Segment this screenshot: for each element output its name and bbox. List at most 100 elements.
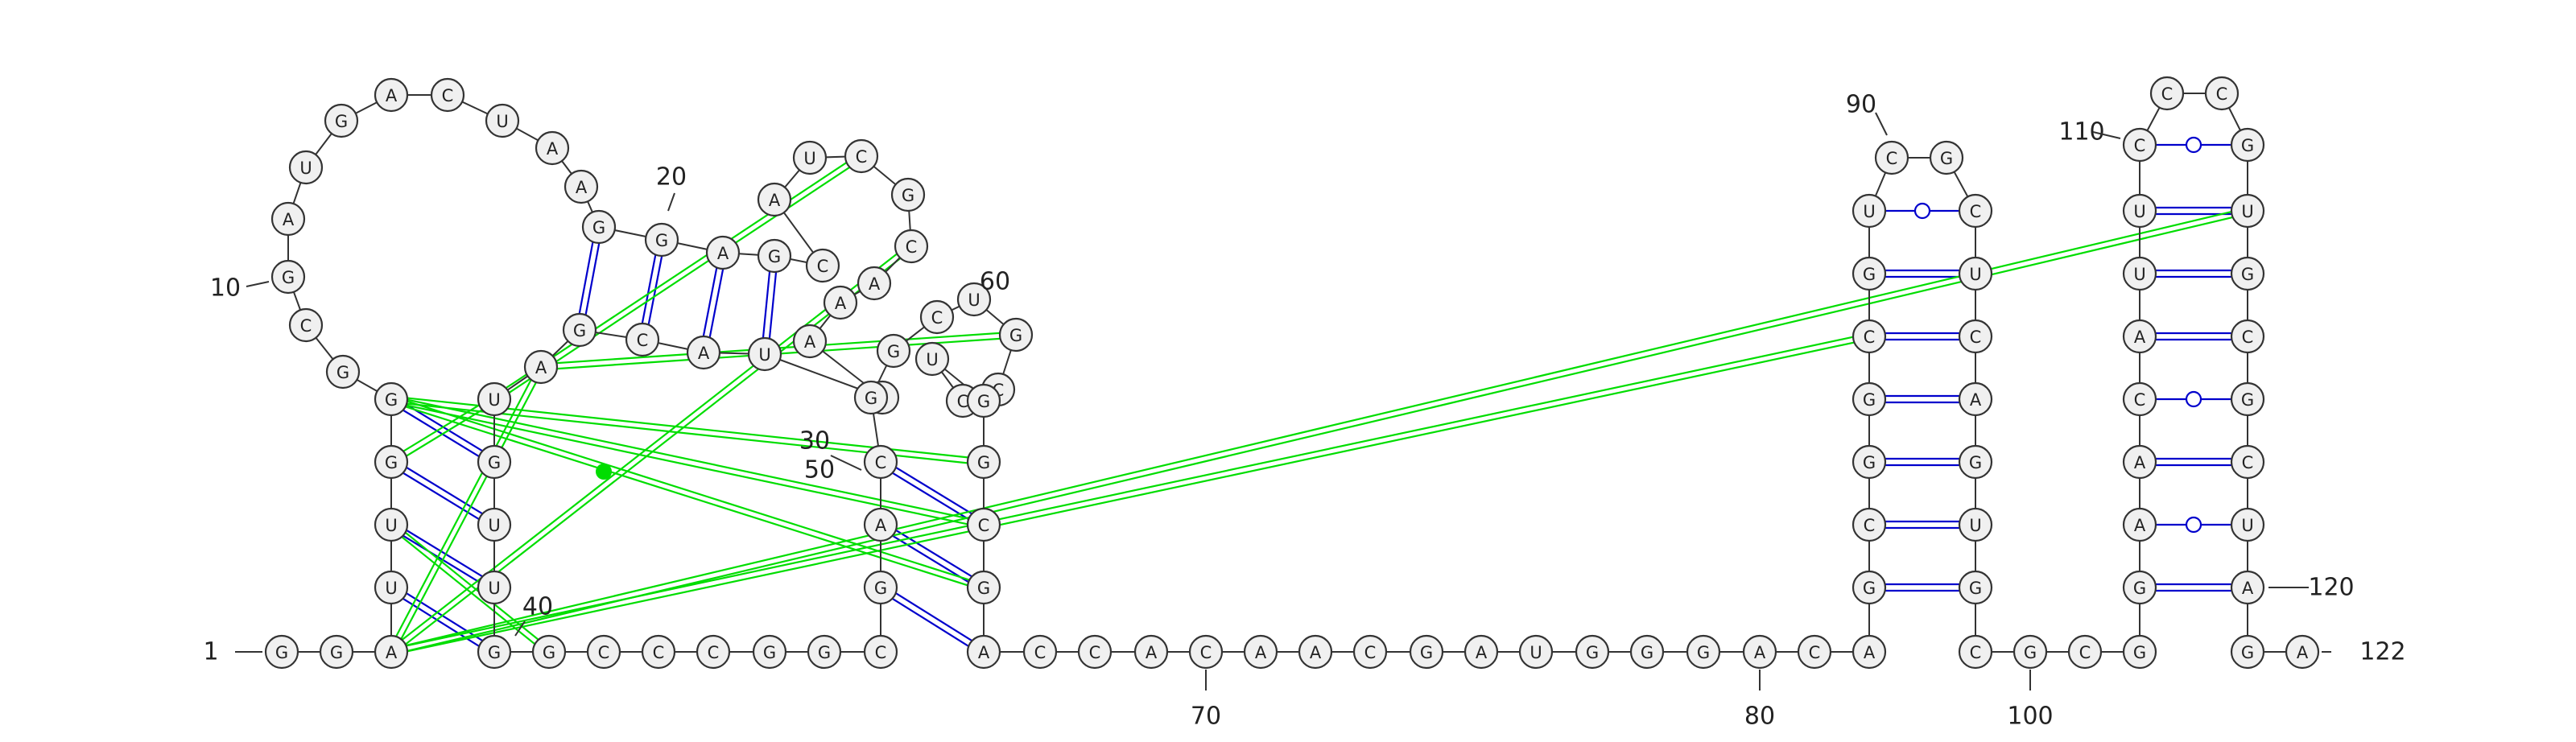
nucleotide: C [2149,76,2185,111]
nucleotide-circle [863,444,898,480]
position-label-80: 80 [1744,703,1775,731]
nucleotide-circle [1742,634,1777,670]
nucleotide-letter: G [2024,643,2037,662]
nucleotide-circle [2230,570,2265,605]
nucleotide-circle [876,333,911,369]
noncanonical-pair-line [392,521,551,651]
nucleotide: C [430,77,465,113]
nucleotide-letter: U [385,579,397,598]
nucleotide: A [1852,634,1887,670]
nucleotide-circle [319,634,354,670]
nucleotide: G [876,333,911,369]
noncanonical-pair-line [390,401,984,592]
nucleotide: U [1958,507,1993,542]
nucleotide: A [857,266,892,301]
nucleotide-letter: C [1864,328,1876,347]
nucleotide-letter: C [442,86,454,105]
nucleotide: A [757,182,792,217]
nucleotide-letter: U [2241,202,2253,221]
nucleotide-letter: A [835,294,847,313]
nucleotide: G [752,634,787,670]
nucleotide-layer: GGAUUGGGCGAUGACUAAGGAGCAUCGCAAACUACGAUGU… [264,76,2320,670]
nucleotide-circle [747,336,782,372]
nucleotide-letter: G [977,453,990,472]
nucleotide-letter: G [1969,579,1982,598]
nucleotide: C [2204,76,2240,111]
nucleotide-circle [1797,634,1832,670]
nucleotide-circle [2230,381,2265,417]
nucleotide-circle [1958,319,1993,354]
nucleotide: C [586,634,621,670]
nucleotide: A [2122,319,2157,354]
nucleotide-letter: C [1200,643,1212,662]
position-label-110: 110 [2058,118,2104,146]
nucleotide-letter: G [282,268,295,287]
nucleotide-letter: A [875,516,887,535]
nucleotide-circle [2122,444,2157,480]
nucleotide-circle [2122,319,2157,354]
nucleotide: G [966,444,1001,480]
nucleotide-letter: G [335,112,348,131]
nucleotide: G [531,634,567,670]
canonical-pair-line [389,401,493,466]
nucleotide-letter: A [769,191,781,210]
nucleotide-circle [890,177,926,212]
nucleotide-letter: A [804,332,816,352]
nucleotide-letter: C [1364,643,1377,662]
nucleotide: A [374,634,409,670]
nucleotide-letter: U [299,159,312,178]
nucleotide-circle [2122,507,2157,542]
nucleotide-letter: A [535,358,547,377]
nucleotide: G [757,238,792,274]
nucleotide-letter: G [385,390,398,410]
nucleotide: U [1958,256,1993,291]
nucleotide-circle [1852,570,1887,605]
nucleotide: G [1629,634,1665,670]
nucleotide-letter: A [386,643,398,662]
canonical-pair-line [644,240,667,340]
nucleotide-circle [1958,444,1993,480]
nucleotide-letter: G [865,389,877,408]
nucleotide-circle [374,507,409,542]
noncanonical-pair-line [389,396,493,460]
nucleotide-circle [1463,634,1499,670]
nucleotide-circle [1958,256,1993,291]
nucleotide-letter: G [977,392,990,411]
nucleotide: G [581,209,617,245]
nucleotide-letter: U [488,516,500,535]
nucleotide-circle [2285,634,2320,670]
nucleotide: G [1958,444,1993,480]
nucleotide-circle [288,307,324,343]
nucleotide: A [2285,634,2320,670]
nucleotide-circle [2230,319,2265,354]
nucleotide-letter: U [803,149,815,168]
nucleotide-circle [853,380,889,415]
position-label-40: 40 [522,593,553,621]
nucleotide-letter: G [2241,136,2254,155]
canonical-pair-line [878,589,983,656]
nucleotide-circle [792,140,828,175]
nucleotide-circle [374,634,409,670]
nucleotide-letter: C [1970,643,1982,662]
nucleotide: A [966,634,1001,670]
nucleotide: U [374,570,409,605]
canonical-pair-line [389,464,493,529]
nucleotide: A [1298,634,1333,670]
nucleotide-circle [956,282,992,317]
nucleotide: C [863,444,898,480]
nucleotide-letter: U [926,350,938,369]
nucleotide: G [264,634,299,670]
nucleotide: U [747,336,782,372]
nucleotide-letter: G [1940,149,1953,168]
canonical-pair-line [699,252,721,352]
nucleotide-letter: C [957,392,969,411]
nucleotide-letter: U [1530,643,1542,662]
base-pair-layer [387,136,2249,656]
nucleotide: U [374,507,409,542]
nucleotide: U [956,282,992,317]
nucleotide: C [894,229,929,264]
nucleotide: G [1852,570,1887,605]
nucleotide-circle [2230,634,2265,670]
nucleotide-letter: A [576,178,588,197]
